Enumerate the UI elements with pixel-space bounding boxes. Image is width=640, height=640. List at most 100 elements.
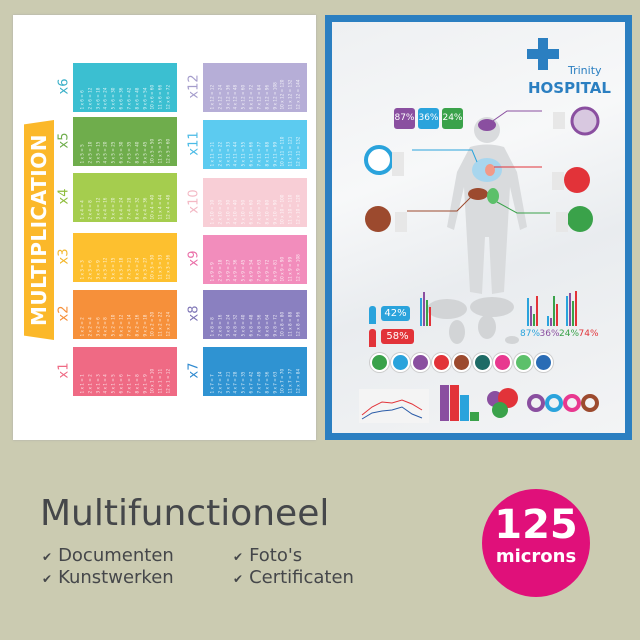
table-row: 8 x 5 = 40 [133, 141, 139, 163]
bar [553, 296, 555, 326]
table-row: 9 x 2 = 18 [141, 314, 147, 336]
table-row: 6 x 6 = 36 [118, 87, 124, 109]
table-row: 5 x 1 = 5 [110, 373, 116, 393]
table-row: 6 x 4 = 24 [118, 197, 124, 219]
gender-stat: 58% [381, 329, 414, 344]
table-row: 11 x 10 = 110 [287, 194, 293, 224]
body-infographic [359, 106, 600, 423]
table-row: 6 x 8 = 48 [248, 314, 254, 336]
feature-label: Certificaten [249, 567, 354, 588]
table-row: 8 x 9 = 72 [263, 259, 269, 281]
table-x10: 1 x 10 = 10 2 x 10 = 20 3 x 10 = 30 4 x 10 … [203, 178, 307, 227]
table-row: 11 x 1 = 11 [157, 368, 163, 393]
table-row: 5 x 5 = 25 [110, 141, 116, 163]
table-row: 1 x 4 = 4 [79, 199, 84, 219]
top-stat: 24% [442, 108, 463, 129]
table-row: 12 x 1 = 12 [164, 368, 170, 393]
table-label: x10 [186, 189, 202, 214]
tooth-icon [472, 353, 492, 372]
table-row: 7 x 7 = 49 [255, 371, 261, 393]
feature-label: Kunstwerken [58, 567, 174, 588]
table-row: 1 x 12 = 12 [209, 84, 214, 109]
table-row: 4 x 4 = 16 [102, 197, 108, 219]
table-row: 12 x 11 = 132 [294, 136, 300, 166]
table-row: 6 x 12 = 72 [248, 84, 254, 109]
table-row: 7 x 9 = 63 [255, 259, 261, 281]
table-row: 7 x 8 = 56 [255, 314, 261, 336]
table-row: 10 x 12 = 120 [279, 79, 285, 109]
table-row: 2 x 10 = 20 [216, 199, 222, 224]
table-row: 10 x 8 = 80 [279, 311, 285, 336]
table-row: 5 x 2 = 10 [110, 314, 116, 336]
table-row: 4 x 1 = 4 [102, 373, 108, 393]
organ-circle-icons [364, 106, 600, 232]
table-row: 6 x 11 = 66 [248, 141, 254, 166]
stat-bars [392, 112, 568, 232]
table-row: 3 x 1 = 3 [94, 373, 100, 393]
table-row: 9 x 9 = 81 [271, 259, 277, 281]
bar [569, 293, 571, 326]
table-row: 8 x 1 = 8 [133, 373, 139, 393]
bar [572, 301, 574, 326]
heart-icon [431, 353, 451, 372]
bar [556, 304, 558, 326]
top-stat: 36% [418, 108, 439, 129]
table-row: 9 x 11 = 99 [271, 141, 277, 166]
bar-label: 74% [578, 329, 599, 339]
table-row: 6 x 1 = 6 [118, 373, 124, 393]
table-row: 7 x 1 = 7 [125, 373, 131, 393]
brain-icon [411, 353, 430, 372]
table-label: x11 [186, 131, 202, 156]
bar [533, 314, 535, 326]
table-row: 10 x 2 = 20 [149, 311, 155, 336]
table-row: 4 x 3 = 12 [102, 257, 108, 279]
table-row: 9 x 6 = 54 [141, 87, 147, 109]
table-row: 12 x 12 = 144 [294, 79, 300, 109]
table-row: 10 x 10 = 100 [279, 194, 285, 224]
table-row: 3 x 8 = 24 [224, 314, 230, 336]
table-row: 1 x 2 = 2 [79, 316, 84, 336]
table-x11: 1 x 11 = 11 2 x 11 = 22 3 x 11 = 33 4 x 11 … [203, 120, 307, 169]
table-row: 5 x 9 = 45 [240, 259, 246, 281]
table-row: 1 x 3 = 3 [79, 259, 84, 279]
table-row: 3 x 4 = 12 [94, 197, 100, 219]
table-row: 4 x 9 = 36 [232, 259, 238, 281]
stomach-organ [487, 188, 499, 204]
table-row: 11 x 7 = 77 [287, 368, 293, 393]
table-row: 2 x 9 = 18 [216, 259, 222, 281]
table-row: 1 x 7 = 7 [209, 373, 214, 393]
table-row: 4 x 8 = 32 [232, 314, 238, 336]
table-row: 6 x 9 = 54 [248, 259, 254, 281]
table-label: x5 [56, 132, 72, 149]
table-row: 11 x 8 = 88 [287, 311, 293, 336]
table-label: x8 [186, 305, 202, 322]
table-row: 2 x 6 = 12 [86, 87, 92, 109]
table-row: 12 x 6 = 72 [164, 84, 170, 109]
liver-organ [468, 188, 488, 200]
table-row: 6 x 7 = 42 [248, 371, 254, 393]
table-row: 8 x 2 = 16 [133, 314, 139, 336]
table-row: 12 x 2 = 24 [164, 311, 170, 336]
table-row: 3 x 5 = 15 [94, 141, 100, 163]
table-row: 4 x 11 = 44 [232, 141, 238, 166]
table-row: 12 x 8 = 96 [294, 311, 300, 336]
table-row: 11 x 3 = 33 [157, 254, 163, 279]
female-icon [369, 329, 376, 347]
table-row: 10 x 7 = 70 [279, 368, 285, 393]
table-row: 11 x 12 = 132 [287, 79, 293, 109]
table-row: 8 x 7 = 56 [263, 371, 269, 393]
bar [536, 296, 538, 326]
table-row: 11 x 11 = 121 [287, 136, 293, 166]
table-row: 5 x 11 = 55 [240, 141, 246, 166]
table-row: 11 x 5 = 55 [157, 138, 163, 163]
body-silhouette [447, 117, 527, 294]
table-row: 12 x 9 = 108 [294, 253, 300, 281]
table-row: 8 x 4 = 32 [133, 197, 139, 219]
brand-large: HOSPITAL [528, 79, 611, 97]
bottom-charts [359, 385, 599, 423]
table-row: 8 x 6 = 48 [133, 87, 139, 109]
